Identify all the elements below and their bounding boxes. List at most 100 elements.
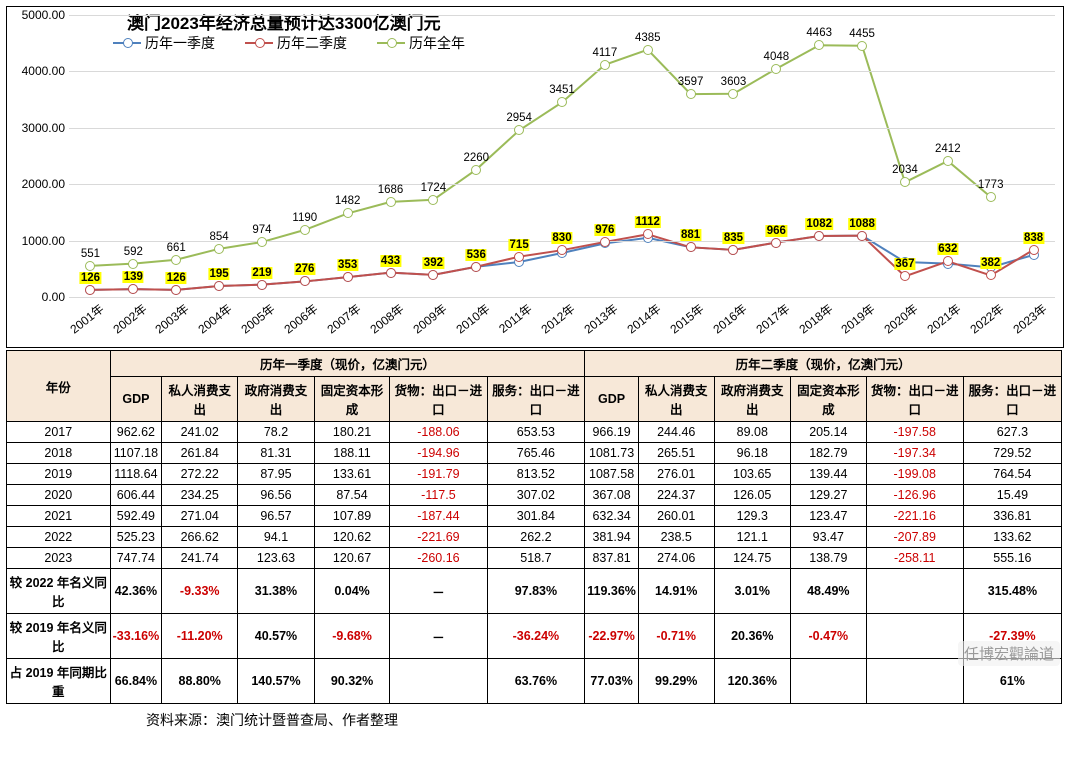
data-label: 1482 bbox=[335, 195, 361, 207]
data-marker bbox=[257, 237, 267, 247]
data-label: 139 bbox=[123, 271, 144, 283]
data-label: 966 bbox=[766, 225, 787, 237]
y-tick: 1000.00 bbox=[22, 234, 65, 248]
data-marker bbox=[943, 156, 953, 166]
data-marker bbox=[728, 245, 738, 255]
data-label: 632 bbox=[937, 243, 958, 255]
data-marker bbox=[686, 242, 696, 252]
data-label: 382 bbox=[980, 257, 1001, 269]
x-label: 2002年 bbox=[109, 300, 150, 337]
data-marker bbox=[728, 89, 738, 99]
data-label: 881 bbox=[680, 229, 701, 241]
data-marker bbox=[600, 60, 610, 70]
data-marker bbox=[128, 259, 138, 269]
data-marker bbox=[986, 270, 996, 280]
x-label: 2007年 bbox=[323, 300, 364, 337]
data-marker bbox=[471, 165, 481, 175]
data-marker bbox=[814, 40, 824, 50]
data-label: 715 bbox=[509, 239, 530, 251]
data-marker bbox=[386, 268, 396, 278]
data-label: 2260 bbox=[463, 152, 489, 164]
table-body: 2017962.62241.0278.2180.21-188.06653.539… bbox=[7, 422, 1062, 704]
data-marker bbox=[171, 255, 181, 265]
y-tick: 5000.00 bbox=[22, 8, 65, 22]
data-label: 276 bbox=[294, 263, 315, 275]
data-marker bbox=[343, 272, 353, 282]
x-label: 2010年 bbox=[452, 300, 493, 337]
data-marker bbox=[428, 195, 438, 205]
data-label: 1686 bbox=[378, 184, 404, 196]
data-marker bbox=[643, 45, 653, 55]
y-tick: 4000.00 bbox=[22, 64, 65, 78]
x-axis: 2001年2002年2003年2004年2005年2006年2007年2008年… bbox=[69, 298, 1055, 343]
data-marker bbox=[1029, 245, 1039, 255]
x-label: 2017年 bbox=[752, 300, 793, 337]
data-label: 1088 bbox=[848, 218, 876, 230]
gridline bbox=[69, 15, 1055, 16]
data-marker bbox=[300, 276, 310, 286]
table-header: 年份历年一季度（现价，亿澳门元）历年二季度（现价，亿澳门元）GDP私人消费支出政… bbox=[7, 351, 1062, 422]
gridline bbox=[69, 71, 1055, 72]
data-label: 3597 bbox=[678, 76, 704, 88]
data-marker bbox=[514, 125, 524, 135]
data-label: 4117 bbox=[592, 47, 617, 59]
data-marker bbox=[428, 270, 438, 280]
data-marker bbox=[814, 231, 824, 241]
data-marker bbox=[471, 262, 481, 272]
data-table: 年份历年一季度（现价，亿澳门元）历年二季度（现价，亿澳门元）GDP私人消费支出政… bbox=[6, 350, 1062, 704]
data-marker bbox=[85, 285, 95, 295]
x-label: 2012年 bbox=[538, 300, 579, 337]
data-marker bbox=[128, 284, 138, 294]
data-marker bbox=[771, 64, 781, 74]
watermark: 任博宏觀論道 bbox=[958, 641, 1060, 666]
data-label: 2412 bbox=[935, 143, 961, 155]
data-marker bbox=[600, 237, 610, 247]
x-label: 2014年 bbox=[623, 300, 664, 337]
x-label: 2018年 bbox=[795, 300, 836, 337]
y-axis: 0.001000.002000.003000.004000.005000.00 bbox=[7, 7, 69, 297]
x-label: 2019年 bbox=[838, 300, 879, 337]
data-marker bbox=[643, 229, 653, 239]
data-marker bbox=[857, 231, 867, 241]
data-label: 3451 bbox=[549, 84, 575, 96]
data-marker bbox=[686, 89, 696, 99]
data-label: 3603 bbox=[721, 76, 747, 88]
data-label: 974 bbox=[252, 224, 271, 236]
data-marker bbox=[343, 208, 353, 218]
x-label: 2020年 bbox=[880, 300, 921, 337]
data-label: 1082 bbox=[805, 218, 833, 230]
x-label: 2004年 bbox=[195, 300, 236, 337]
x-label: 2022年 bbox=[966, 300, 1007, 337]
data-label: 126 bbox=[166, 272, 187, 284]
data-label: 1724 bbox=[421, 182, 447, 194]
data-marker bbox=[214, 244, 224, 254]
data-label: 551 bbox=[81, 248, 100, 260]
y-tick: 2000.00 bbox=[22, 177, 65, 191]
data-label: 353 bbox=[337, 259, 358, 271]
x-label: 2008年 bbox=[366, 300, 407, 337]
data-label: 835 bbox=[723, 232, 744, 244]
data-label: 592 bbox=[124, 246, 143, 258]
data-marker bbox=[943, 256, 953, 266]
x-label: 2005年 bbox=[237, 300, 278, 337]
data-label: 2954 bbox=[506, 112, 532, 124]
data-label: 536 bbox=[466, 249, 487, 261]
x-label: 2015年 bbox=[666, 300, 707, 337]
source-note: 资料来源：澳门统计暨普查局、作者整理 bbox=[6, 704, 1074, 730]
data-label: 4455 bbox=[849, 28, 875, 40]
x-label: 2021年 bbox=[923, 300, 964, 337]
x-label: 2006年 bbox=[280, 300, 321, 337]
data-label: 661 bbox=[167, 242, 186, 254]
x-label: 2009年 bbox=[409, 300, 450, 337]
data-marker bbox=[986, 192, 996, 202]
data-label: 2034 bbox=[892, 164, 918, 176]
data-label: 1773 bbox=[978, 179, 1004, 191]
data-marker bbox=[514, 252, 524, 262]
data-label: 195 bbox=[208, 268, 229, 280]
x-label: 2016年 bbox=[709, 300, 750, 337]
x-label: 2001年 bbox=[66, 300, 107, 337]
data-label: 433 bbox=[380, 255, 401, 267]
gridline bbox=[69, 128, 1055, 129]
data-marker bbox=[557, 245, 567, 255]
data-marker bbox=[557, 97, 567, 107]
